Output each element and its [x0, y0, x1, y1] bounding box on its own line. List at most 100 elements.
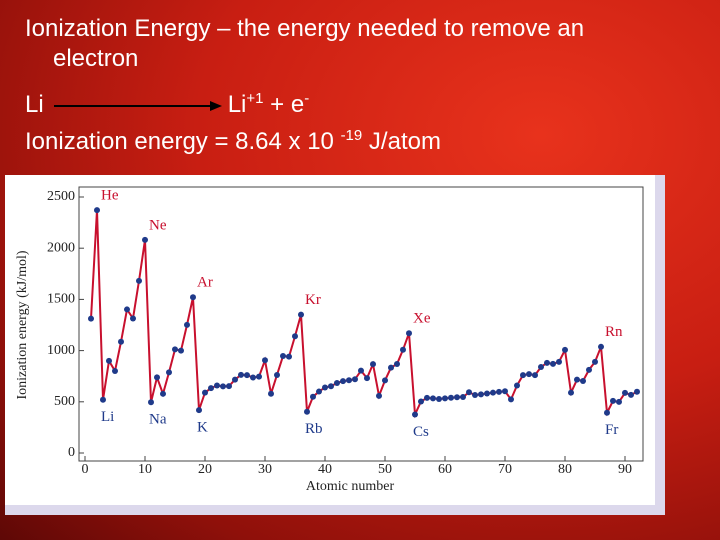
data-point	[520, 372, 526, 379]
annotation: Rb	[305, 421, 323, 437]
data-point	[610, 397, 616, 404]
data-point	[538, 363, 544, 370]
data-point	[532, 372, 538, 379]
data-point	[460, 393, 466, 400]
data-point	[442, 395, 448, 402]
result: Ionization energy = 8.64 x 10 -19 J/atom	[25, 121, 441, 157]
annotation: Xe	[413, 311, 431, 327]
data-point	[424, 394, 430, 401]
data-point	[190, 294, 196, 301]
data-point	[364, 375, 370, 382]
data-point	[352, 376, 358, 383]
data-point	[622, 389, 628, 396]
data-point	[472, 392, 478, 399]
x-tick-label: 70	[498, 462, 512, 477]
data-point	[304, 408, 310, 415]
data-point	[448, 394, 454, 401]
product-charge: +1	[246, 90, 264, 107]
y-tick-label: 1000	[47, 343, 75, 358]
data-point	[334, 379, 340, 386]
annotation: Ne	[149, 217, 167, 233]
data-point	[580, 378, 586, 385]
data-point	[244, 372, 250, 379]
data-point	[232, 376, 238, 383]
data-point	[220, 383, 226, 390]
plot-frame	[78, 186, 644, 462]
data-point	[604, 409, 610, 416]
data-point	[562, 346, 568, 353]
data-point	[322, 384, 328, 391]
data-point	[436, 396, 442, 403]
data-point	[412, 411, 418, 418]
data-point	[388, 364, 394, 371]
slide-title: Ionization Energy – the energy needed to…	[25, 15, 585, 72]
data-point	[370, 361, 376, 368]
data-point	[154, 374, 160, 381]
data-point	[172, 346, 178, 353]
data-point	[160, 390, 166, 397]
data-point	[106, 357, 112, 364]
data-point	[502, 388, 508, 395]
x-tick-label: 30	[258, 462, 272, 477]
data-point	[526, 371, 532, 378]
annotation: Ar	[197, 275, 213, 291]
data-point	[166, 369, 172, 376]
data-point	[346, 377, 352, 384]
y-tick-label: 0	[68, 445, 75, 460]
data-point	[418, 398, 424, 405]
annotation: K	[197, 420, 208, 436]
data-point	[598, 343, 604, 350]
x-tick-label: 90	[618, 462, 632, 477]
product: Li	[227, 91, 247, 118]
data-point	[316, 388, 322, 395]
exponent: -19	[340, 127, 363, 144]
data-point	[400, 346, 406, 353]
y-tick-label: 2500	[47, 189, 75, 204]
data-point	[430, 395, 436, 402]
data-point	[124, 306, 130, 313]
data-point	[484, 390, 490, 397]
data-point	[118, 338, 124, 345]
data-point	[112, 367, 118, 374]
y-axis-label: Ionization energy (kJ/mol)	[15, 250, 30, 399]
annotation: Na	[149, 412, 167, 428]
data-point	[556, 358, 562, 365]
data-point	[208, 385, 214, 392]
data-point	[496, 388, 502, 395]
unit: J/atom	[368, 128, 441, 155]
x-tick-label: 60	[438, 462, 452, 477]
annotation: He	[101, 188, 119, 204]
data-point	[256, 373, 262, 380]
data-point	[394, 361, 400, 368]
reactant: Li	[25, 91, 44, 118]
electron-charge: -	[304, 90, 310, 107]
data-point	[508, 396, 514, 403]
data-point	[178, 347, 184, 354]
data-point	[550, 360, 556, 367]
data-point	[250, 374, 256, 381]
data-point	[262, 357, 268, 364]
data-point	[478, 391, 484, 398]
data-point	[202, 389, 208, 396]
data-point	[268, 390, 274, 397]
data-point	[274, 371, 280, 378]
x-axis-label: Atomic number	[306, 479, 395, 494]
x-tick-label: 20	[198, 462, 212, 477]
data-point	[238, 371, 244, 378]
electron: + e	[270, 91, 305, 118]
data-point	[544, 359, 550, 366]
y-tick-label: 2000	[47, 240, 75, 255]
data-point	[568, 389, 574, 396]
data-point	[184, 321, 190, 328]
data-point	[454, 394, 460, 401]
data-point	[226, 383, 232, 390]
data-point	[406, 330, 412, 337]
data-point	[280, 353, 286, 360]
data-point	[130, 315, 136, 322]
data-point	[100, 396, 106, 403]
x-tick-label: 50	[378, 462, 392, 477]
data-point	[514, 382, 520, 389]
data-point	[88, 315, 94, 322]
reaction-arrow	[53, 100, 222, 111]
data-point	[94, 207, 100, 214]
